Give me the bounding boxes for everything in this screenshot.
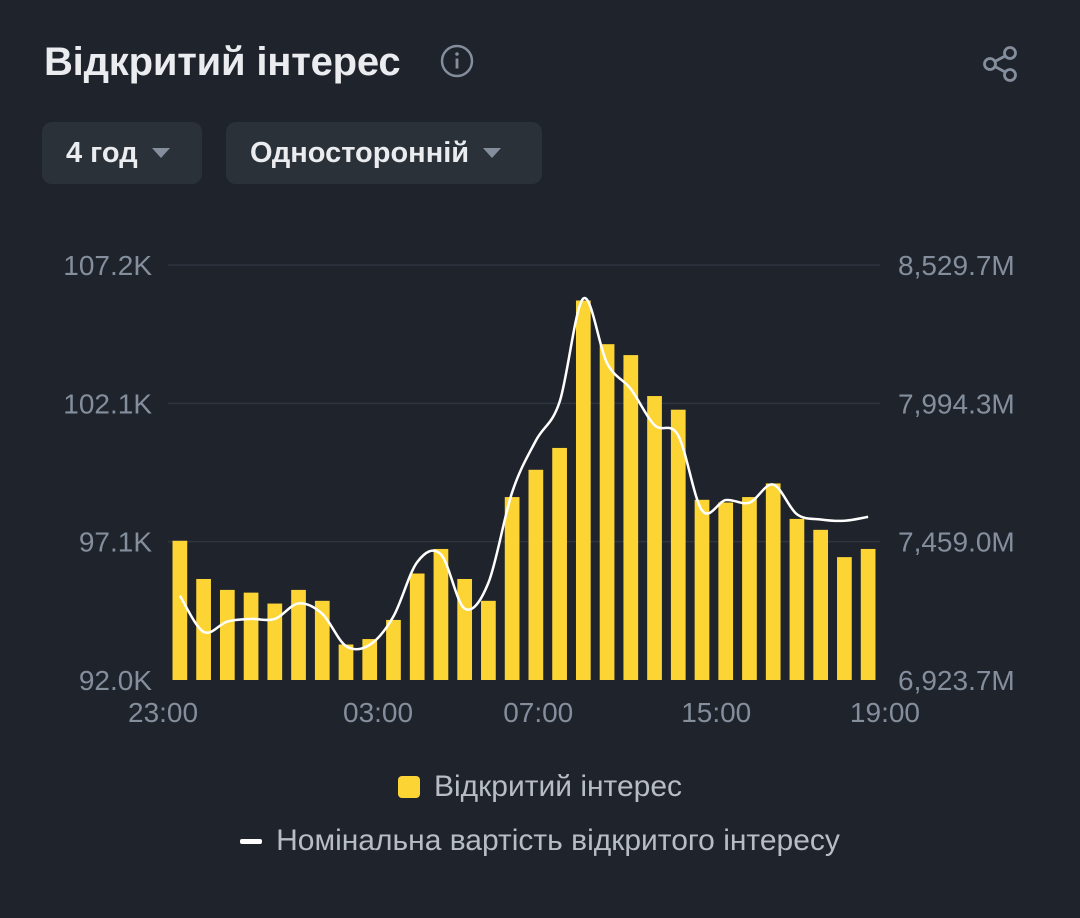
bar: [552, 447, 567, 680]
legend-item-notional-value[interactable]: Номінальна вартість відкритого інтересу: [0, 824, 1080, 858]
interval-dropdown-label: 4 год: [66, 136, 138, 169]
y-left-tick-label: 107.2K: [63, 250, 152, 281]
legend-label-open-interest: Відкритий інтерес: [433, 770, 683, 803]
legend-item-open-interest[interactable]: Відкритий інтерес: [0, 770, 1080, 804]
bar: [196, 578, 211, 680]
bar: [433, 548, 449, 680]
y-left-tick-label: 102.1K: [63, 388, 152, 419]
bar: [789, 518, 805, 680]
y-left-tick-label: 97.1K: [79, 527, 152, 558]
bar: [243, 592, 259, 680]
bar: [718, 502, 734, 680]
x-tick-label: 19:00: [850, 697, 920, 728]
legend-bar-swatch: [397, 776, 420, 798]
mode-dropdown-label: Односторонній: [250, 136, 470, 169]
bar: [386, 619, 401, 680]
info-icon[interactable]: [440, 44, 474, 78]
bar: [172, 540, 188, 680]
bar: [481, 600, 496, 680]
bar: [623, 355, 639, 680]
y-right-tick-label: 6,923.7M: [898, 665, 1015, 696]
bar: [599, 344, 615, 680]
bar: [647, 396, 662, 680]
bar: [837, 557, 852, 680]
y-left-tick-label: 92.0K: [79, 665, 152, 696]
legend-line-swatch: [240, 838, 263, 844]
chart-header: Відкритий інтерес: [44, 34, 1040, 94]
share-icon[interactable]: [978, 42, 1022, 86]
y-right-tick-label: 8,529.7M: [898, 250, 1015, 281]
bar: [765, 483, 781, 680]
y-right-tick-label: 7,459.0M: [898, 527, 1015, 558]
bar: [338, 644, 354, 680]
bar: [362, 639, 378, 680]
bar: [694, 499, 710, 680]
bar: [575, 300, 591, 680]
x-tick-label: 15:00: [681, 697, 751, 728]
x-tick-label: 07:00: [503, 697, 573, 728]
bar: [409, 573, 425, 680]
chevron-down-icon: [151, 148, 170, 158]
legend-label-notional-value: Номінальна вартість відкритого інтересу: [276, 824, 840, 857]
x-tick-label: 23:00: [128, 697, 198, 728]
bar: [813, 529, 829, 680]
mode-dropdown[interactable]: Односторонній: [226, 122, 542, 184]
open-interest-chart[interactable]: 92.0K 6,923.7M 97.1K 7,459.0M 102.1K 7,994.3M…: [0, 230, 1080, 730]
interval-dropdown[interactable]: 4 год: [42, 122, 202, 184]
bar: [219, 589, 235, 680]
bar: [742, 497, 757, 680]
y-right-tick-label: 7,994.3M: [898, 388, 1015, 419]
bar: [528, 469, 544, 680]
bar: [314, 600, 330, 680]
bar: [457, 578, 473, 680]
chevron-down-icon: [483, 148, 502, 158]
page-title: Відкритий інтерес: [44, 40, 401, 84]
bar: [291, 589, 306, 680]
bar: [504, 497, 520, 680]
bar: [670, 409, 686, 680]
x-tick-label: 03:00: [343, 697, 413, 728]
bar: [860, 548, 876, 680]
bar: [267, 603, 283, 680]
notional-value-line: [178, 297, 869, 651]
